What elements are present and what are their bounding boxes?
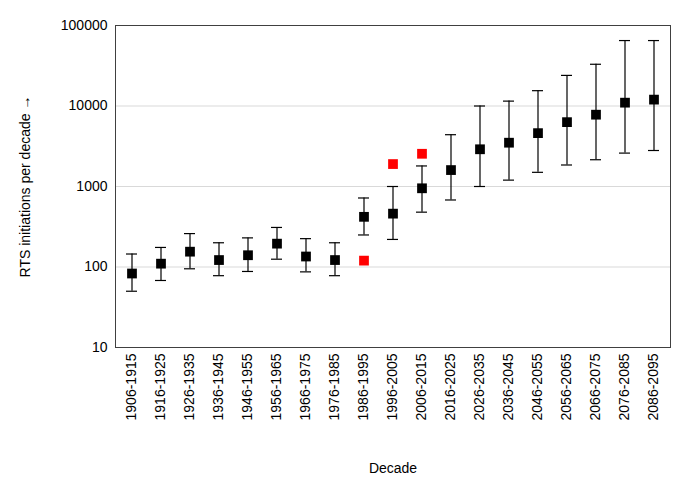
svg-text:2076-2085: 2076-2085 xyxy=(616,353,632,420)
svg-text:1996-2005: 1996-2005 xyxy=(384,353,400,420)
svg-text:2026-2035: 2026-2035 xyxy=(471,353,487,420)
svg-text:10000: 10000 xyxy=(69,97,108,113)
svg-text:RTS initiations per decade →: RTS initiations per decade → xyxy=(17,96,33,278)
svg-text:1926-1935: 1926-1935 xyxy=(181,353,197,420)
svg-text:1966-1975: 1966-1975 xyxy=(297,353,313,420)
svg-text:1906-1915: 1906-1915 xyxy=(123,353,139,420)
svg-text:2066-2075: 2066-2075 xyxy=(587,353,603,420)
svg-text:2086-2095: 2086-2095 xyxy=(645,353,661,420)
svg-text:10: 10 xyxy=(92,339,108,355)
svg-text:1936-1945: 1936-1945 xyxy=(210,353,226,420)
svg-text:100: 100 xyxy=(84,258,108,274)
svg-text:Decade: Decade xyxy=(369,460,417,476)
svg-text:100000: 100000 xyxy=(61,17,108,33)
svg-text:2006-2015: 2006-2015 xyxy=(413,353,429,420)
svg-text:2046-2055: 2046-2055 xyxy=(529,353,545,420)
svg-text:1916-1925: 1916-1925 xyxy=(152,353,168,420)
svg-text:2016-2025: 2016-2025 xyxy=(442,353,458,420)
svg-text:2056-2065: 2056-2065 xyxy=(558,353,574,420)
svg-text:1976-1985: 1976-1985 xyxy=(326,353,342,420)
svg-text:1000: 1000 xyxy=(76,178,107,194)
svg-text:2036-2045: 2036-2045 xyxy=(500,353,516,420)
svg-text:1956-1965: 1956-1965 xyxy=(268,353,284,420)
svg-text:1946-1955: 1946-1955 xyxy=(239,353,255,420)
svg-text:1986-1995: 1986-1995 xyxy=(355,353,371,420)
